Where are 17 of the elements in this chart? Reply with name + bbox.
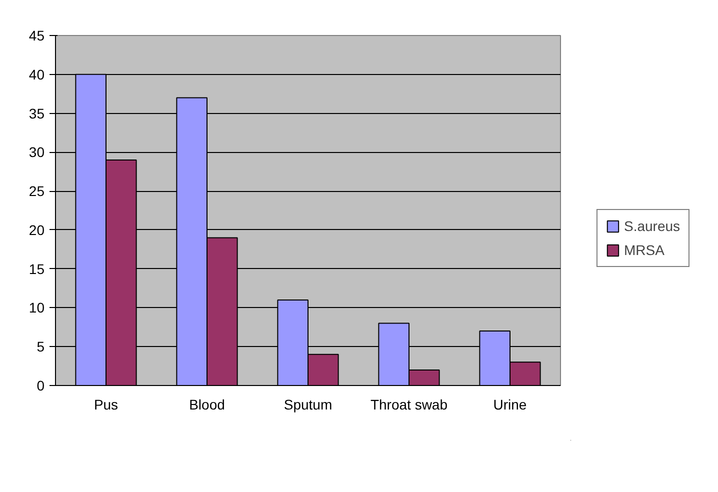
y-tick-label: 15 [28, 260, 45, 277]
y-tick-label: 30 [28, 144, 45, 160]
x-tick-label: Sputum [284, 396, 332, 412]
x-tick-label: Throat swab [370, 396, 448, 412]
x-tick-label: Urine [493, 396, 527, 412]
y-tick-label: 20 [28, 222, 45, 238]
y-tick-label: 40 [28, 66, 45, 82]
y-tick-label: 25 [28, 183, 45, 200]
legend-label: MRSA [624, 242, 664, 258]
x-tick-label: Pus [94, 396, 118, 412]
legend-label: S.aureus [624, 218, 680, 234]
y-tick-label: 45 [28, 28, 45, 44]
y-tick-label: 0 [36, 378, 45, 394]
y-tick-label: 35 [28, 105, 45, 122]
x-tick-label: Blood [189, 396, 225, 412]
y-tick-label: 10 [28, 300, 45, 316]
y-tick-label: 5 [36, 338, 45, 355]
